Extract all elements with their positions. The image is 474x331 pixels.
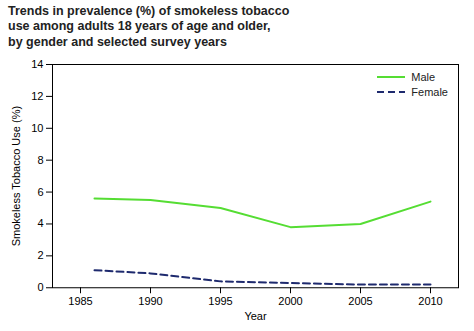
svg-text:1990: 1990 — [138, 294, 162, 306]
svg-text:14: 14 — [31, 58, 43, 70]
svg-text:8: 8 — [37, 153, 43, 165]
svg-text:Year: Year — [244, 310, 267, 322]
svg-text:2: 2 — [37, 249, 43, 261]
svg-text:2010: 2010 — [418, 294, 442, 306]
svg-text:0: 0 — [37, 281, 43, 293]
html-text:Trends in prevalence (%) of sm: Trends in prevalence (%) of smokeless to… — [8, 4, 290, 49]
svg-text:6: 6 — [37, 185, 43, 197]
html-text:Female: Female — [411, 85, 448, 98]
svg-text:4: 4 — [37, 217, 43, 229]
svg-text:1995: 1995 — [208, 294, 232, 306]
svg-text:2005: 2005 — [348, 294, 372, 306]
svg-text:1985: 1985 — [68, 294, 92, 306]
svg-text:12: 12 — [31, 90, 43, 102]
svg-text:2000: 2000 — [278, 294, 302, 306]
svg-text:Smokeless Tobacco Use (%): Smokeless Tobacco Use (%) — [10, 106, 22, 246]
html-text:Male: Male — [411, 70, 436, 83]
svg-text:10: 10 — [31, 122, 43, 134]
